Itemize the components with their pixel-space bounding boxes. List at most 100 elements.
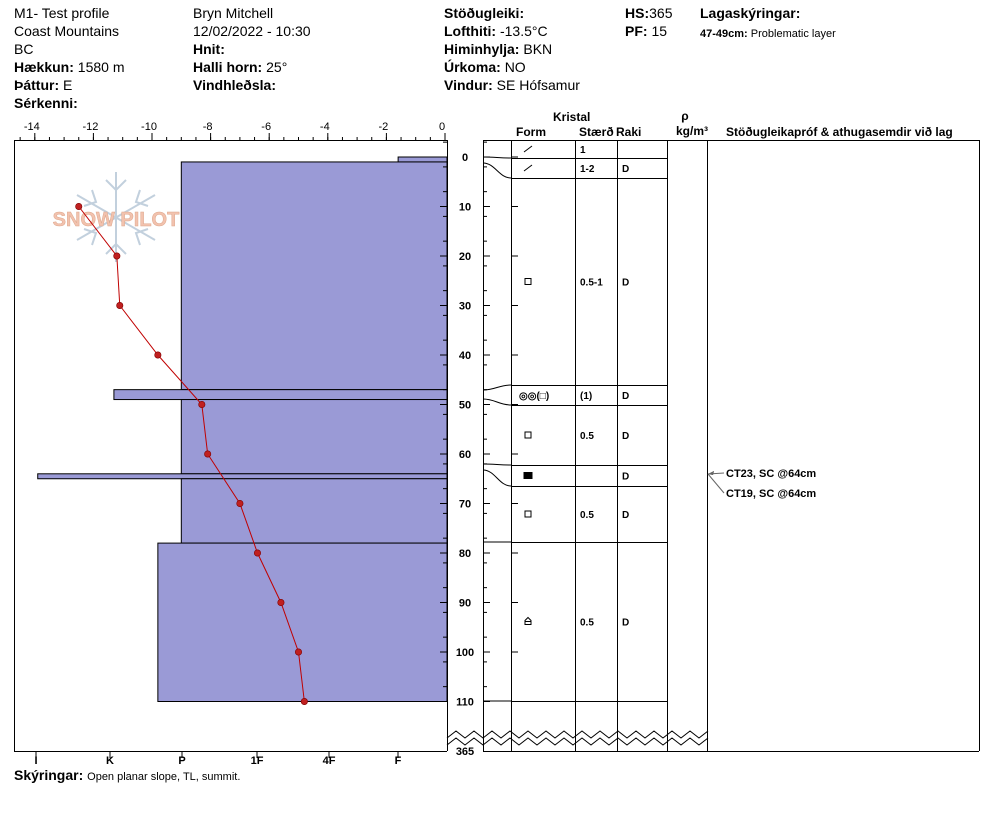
header-col-2: Bryn Mitchell 12/02/2022 - 10:30 Hnit: H…	[193, 4, 311, 94]
air-temp: Lofthiti: -13.5°C	[444, 23, 548, 39]
moisture-cell: D	[622, 618, 629, 629]
layer-notes: Lagaskýringar: 47-49cm: Problematic laye…	[700, 4, 836, 43]
precip-icon	[523, 145, 533, 153]
elevation: Hækkun: 1580 m	[14, 59, 125, 75]
hardness-bar	[397, 156, 448, 163]
chart-frame	[14, 140, 448, 752]
hardness-bar	[180, 399, 448, 475]
hardness-tick-label: P	[178, 755, 185, 767]
depth-tick-label: 80	[459, 548, 471, 560]
depth-tick-label: 90	[459, 598, 471, 610]
layer-connector	[482, 162, 512, 179]
temperature-point	[204, 450, 212, 458]
specifics: Sérkenni:	[14, 95, 78, 111]
moisture-header: Raki	[616, 125, 641, 139]
hardness-bar	[180, 161, 448, 391]
depth-tick-label: 40	[459, 350, 471, 362]
depth-break	[446, 730, 709, 746]
temperature-point	[277, 598, 285, 606]
depth-axis: 0 10 20 30 40 50 60 70 80 90 100 110 365	[440, 141, 518, 758]
hardness-bar	[180, 478, 448, 544]
depth-tick-label: 110	[456, 697, 474, 709]
density-unit: kg/m³	[676, 124, 708, 138]
datetime: 12/02/2022 - 10:30	[193, 23, 311, 39]
profile-name: M1- Test profile	[14, 5, 110, 21]
hardness-bar	[37, 473, 448, 480]
faceted-icon	[524, 278, 532, 285]
faceted-icon	[524, 510, 532, 518]
temperature-points	[75, 203, 308, 705]
temp-tick-label: -14	[24, 121, 40, 133]
stability-tests: CT23, SC @64cm CT19, SC @64cm	[707, 468, 816, 500]
stability-test: CT19, SC @64cm	[726, 488, 816, 500]
temp-tick-label: 0	[439, 121, 445, 133]
mountain-range: Coast Mountains	[14, 23, 120, 39]
hardness-bar	[113, 389, 448, 401]
temp-tick-label: -4	[320, 121, 330, 133]
penetration-foot: PF: 15	[625, 23, 668, 39]
size-header: Stærð	[579, 125, 614, 139]
moisture-cell: D	[622, 431, 629, 442]
arrow-icon	[708, 471, 714, 475]
snowpilot-logo: SNOW PILOT	[52, 172, 180, 262]
temperature-point	[113, 252, 121, 260]
depth-bottom-label: 365	[456, 746, 474, 758]
header-col-4: HS:365 PF: 15	[625, 4, 672, 40]
hardness-tick-label: 4F	[323, 755, 336, 767]
precipitation: Úrkoma: NO	[444, 59, 526, 75]
region: BC	[14, 41, 34, 57]
faceted-icon	[524, 431, 532, 439]
depth-tick-label: 70	[459, 499, 471, 511]
size-cell: 0.5	[580, 431, 594, 442]
snow-height: HS:365	[625, 5, 673, 21]
temp-tick-label: -2	[379, 121, 389, 133]
temp-tick-label: -6	[261, 121, 271, 133]
layer-connector	[482, 156, 512, 159]
hardness-axis: I K P 1F 4F F	[34, 751, 402, 767]
temperature-point	[294, 648, 302, 656]
precip-icon	[523, 164, 533, 172]
layer-connector	[482, 384, 512, 391]
tests-header: Stöðugleikapróf & athugasemdir við lag	[726, 125, 953, 139]
temp-tick-label: -8	[203, 121, 213, 133]
hardness-tick-label: K	[106, 755, 114, 767]
layer-table-frame	[483, 140, 980, 752]
size-cell: 1-2	[580, 164, 595, 175]
logo-text: SNOW PILOT	[53, 209, 180, 231]
notes: Skýringar: Open planar slope, TL, summit…	[14, 767, 241, 783]
layer-connector	[482, 469, 512, 487]
test-pointer	[707, 473, 725, 494]
moisture-cell: D	[622, 278, 629, 289]
temperature-point	[116, 301, 124, 309]
stability: Stöðugleiki:	[444, 5, 525, 21]
faceted-filled-icon	[523, 472, 533, 479]
depth-tick-label: 10	[459, 202, 471, 214]
depth-tick-label: 50	[459, 400, 471, 412]
form-label: ◎◎(□)	[519, 391, 549, 402]
wind: Vindur: SE Hófsamur	[444, 77, 580, 93]
temperature-point	[154, 351, 162, 359]
depth-tick-label: 0	[462, 152, 468, 164]
density-symbol: ρ	[681, 109, 688, 123]
temperature-point	[300, 697, 308, 705]
depth-tick-label: 30	[459, 301, 471, 313]
location: Hnit:	[193, 41, 225, 57]
moisture-cell: D	[622, 510, 629, 521]
form-header: Form	[516, 125, 546, 139]
observer: Bryn Mitchell	[193, 5, 274, 21]
layer-connector	[482, 398, 512, 406]
temperature-axis: -14 -12 -10 -8 -6 -4 -2 0	[14, 121, 447, 141]
hardness-tick-label: I	[34, 755, 37, 767]
sky-cover: Himinhylja: BKN	[444, 41, 553, 57]
hardness-tick-label: F	[395, 755, 402, 767]
depth-tick-label: 100	[456, 647, 474, 659]
temperature-point	[236, 499, 244, 507]
hardness-bar	[157, 542, 448, 702]
size-cell: 0.5	[580, 618, 594, 629]
layer-connector	[482, 463, 512, 466]
aspect: Þáttur: E	[14, 77, 73, 93]
temperature-point	[75, 203, 83, 211]
slope: Halli horn: 25°	[193, 59, 288, 75]
layer-notes-label: Lagaskýringar:	[700, 5, 801, 21]
